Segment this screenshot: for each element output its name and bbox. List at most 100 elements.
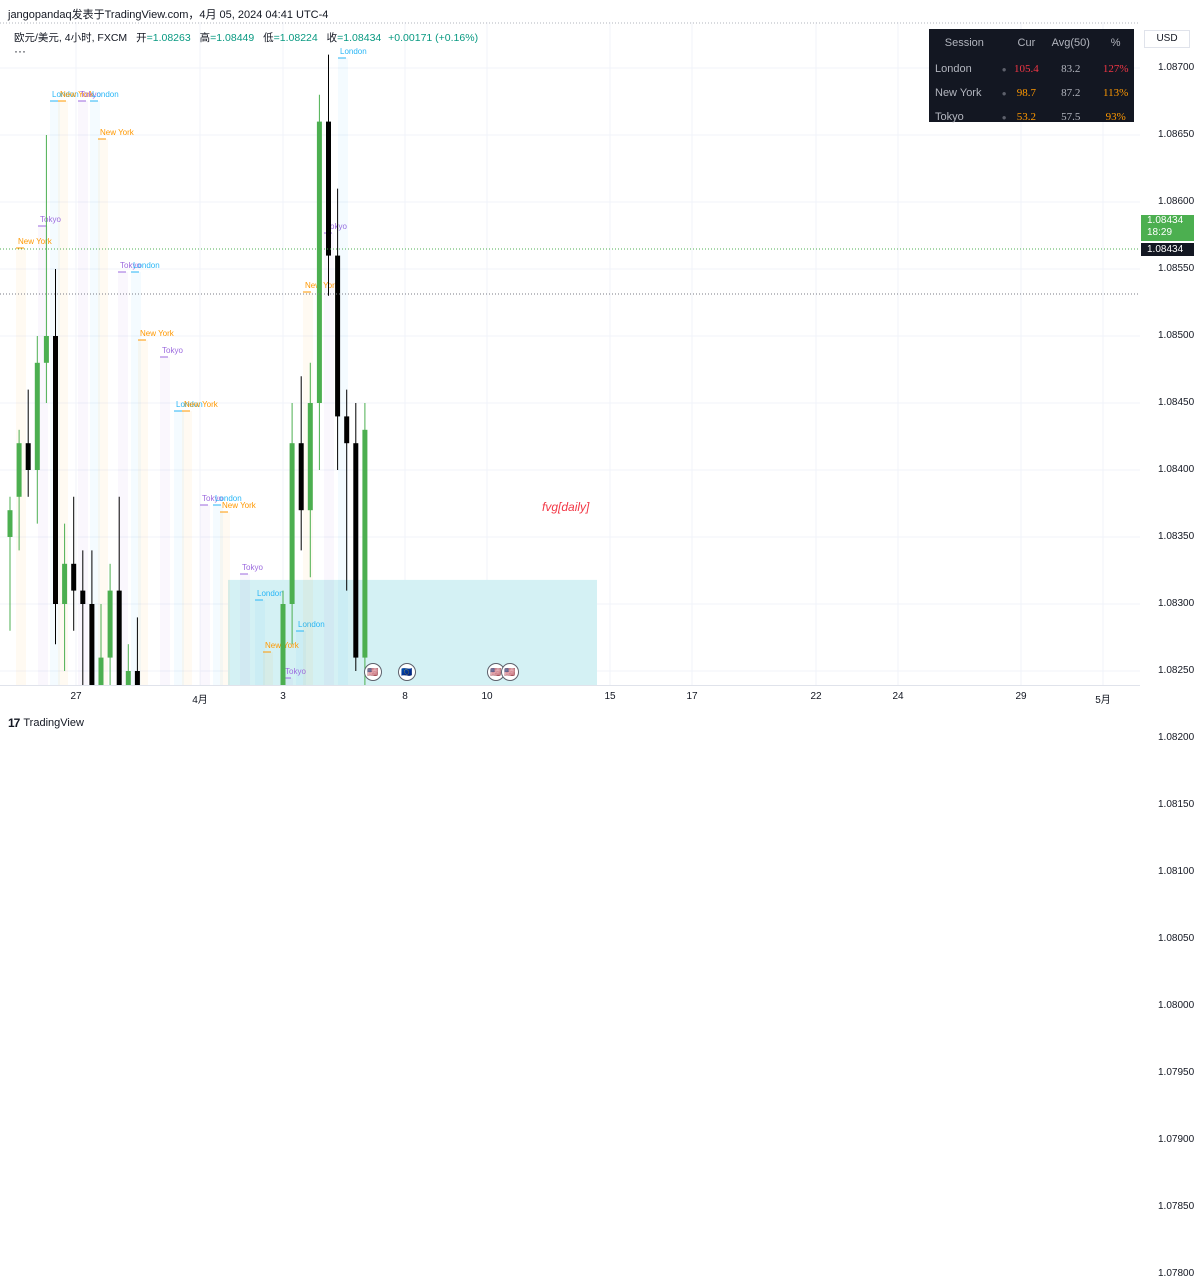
candle-up <box>307 403 313 511</box>
session-band <box>90 101 100 685</box>
price-tick-label: 1.08600 <box>1158 196 1195 207</box>
candle-up <box>289 443 295 604</box>
session-band <box>200 505 210 685</box>
price-tick-label: 1.08550 <box>1158 263 1195 274</box>
price-tick-label: 1.07850 <box>1158 1201 1195 1212</box>
session-band <box>58 101 68 685</box>
time-tick-label: 5月 <box>1095 695 1111 706</box>
price-tick-label: 1.08650 <box>1158 129 1195 140</box>
currency-selector[interactable]: USD <box>1144 30 1190 48</box>
candle-up <box>316 121 322 403</box>
candle-down <box>80 590 86 604</box>
session-label: Tokyo <box>162 346 183 355</box>
session-band <box>324 233 334 685</box>
change-value: +0.00171 (+0.16%) <box>388 32 479 44</box>
session-band <box>160 357 170 685</box>
more-options-icon[interactable]: ··· <box>14 44 26 58</box>
candle-up <box>34 362 40 470</box>
candle-down <box>89 604 95 685</box>
time-tick-label: 15 <box>604 691 616 702</box>
candle-up <box>43 336 49 363</box>
session-label: Tokyo <box>285 667 306 676</box>
price-tick-label: 1.07900 <box>1158 1134 1195 1145</box>
session-band <box>283 678 293 685</box>
fvg-label: fvg[daily] <box>542 500 590 514</box>
session-stats-table: Session Cur Avg(50) % London ● 105.4 83.… <box>929 29 1134 123</box>
open-value: =1.08263 <box>146 32 191 44</box>
session-label: New York <box>140 329 175 338</box>
session-band <box>98 139 108 685</box>
session-label: London <box>298 620 325 629</box>
session-name: London <box>935 63 972 75</box>
session-band <box>78 101 88 685</box>
candle-down <box>326 121 331 256</box>
time-tick-label: 10 <box>481 691 493 702</box>
session-label: New York <box>305 281 340 290</box>
tradingview-logo[interactable]: 17 TradingView <box>8 716 84 730</box>
session-label: New York <box>222 501 257 510</box>
low-label: 低 <box>263 32 274 44</box>
session-band <box>255 600 265 685</box>
dot-icon: ● <box>1001 64 1007 74</box>
session-label: London <box>176 400 203 409</box>
high-label: 高 <box>199 32 211 44</box>
session-band <box>118 272 128 685</box>
candle-down <box>71 563 77 591</box>
candle-up <box>98 657 104 685</box>
session-band <box>296 631 306 685</box>
close-value: =1.08434 <box>337 32 382 44</box>
session-band <box>131 272 141 685</box>
high-value: =1.08449 <box>210 32 255 44</box>
us-flag-icon[interactable]: 🇺🇸 <box>364 663 382 681</box>
time-tick-label: 17 <box>686 691 698 702</box>
price-tick-label: 1.08350 <box>1158 531 1195 542</box>
session-pct: 93% <box>1105 111 1126 123</box>
col-header-cur: Cur <box>1017 37 1036 49</box>
dot-icon: ● <box>1001 112 1007 122</box>
symbol-name[interactable]: 欧元/美元, 4小时, FXCM <box>14 32 128 44</box>
col-header-pct: % <box>1110 37 1121 49</box>
chart-header: jangopandaq发表于TradingView.com，4月 05, 202… <box>0 0 1200 22</box>
session-band <box>38 226 48 685</box>
time-tick-label: 27 <box>70 691 82 702</box>
candle-up <box>125 671 131 685</box>
open-label: 开 <box>136 32 147 44</box>
time-axis[interactable]: 27 4月 3 8 10 15 17 22 24 29 5月 <box>0 685 1140 706</box>
session-label: Tokyo <box>202 494 223 503</box>
time-tick-label: 22 <box>810 691 822 702</box>
candle-down <box>53 336 58 604</box>
candle-down <box>116 590 122 685</box>
session-label: New York <box>18 237 53 246</box>
price-tick-label: 1.08050 <box>1158 933 1195 944</box>
price-tick-label: 1.07950 <box>1158 1067 1195 1078</box>
eu-flag-icon[interactable]: 🇪🇺 <box>398 663 416 681</box>
session-name: New York <box>935 87 982 99</box>
price-tick-label: 1.08450 <box>1158 397 1195 408</box>
footer: 17 TradingView <box>0 710 400 735</box>
session-avg: 83.2 <box>1061 63 1081 75</box>
price-tick-label: 1.07800 <box>1158 1268 1195 1279</box>
session-label: New York <box>60 90 95 99</box>
session-band <box>338 58 348 685</box>
session-band <box>213 505 223 685</box>
current-price-label: 1.08434 18:29 <box>1141 215 1194 241</box>
price-axis[interactable]: 1.08700 1.08650 1.08600 1.08550 1.08500 1.084… <box>1140 22 1200 1279</box>
session-pct: 113% <box>1103 87 1129 99</box>
price-tick-label: 1.08000 <box>1158 1000 1195 1011</box>
session-cur: 98.7 <box>1016 87 1037 99</box>
time-tick-label: 24 <box>892 691 904 702</box>
session-pct: 127% <box>1102 63 1129 75</box>
price-tick-label: 1.08250 <box>1158 665 1195 676</box>
candle-up <box>362 429 368 658</box>
candle-down <box>25 443 31 470</box>
us-flag-icon[interactable]: 🇺🇸 <box>501 663 519 681</box>
session-label: London <box>257 589 284 598</box>
session-band <box>182 411 192 685</box>
tradingview-logo-icon: 17 <box>8 716 20 730</box>
bar-countdown: 18:29 <box>1147 227 1173 238</box>
session-label: London <box>92 90 119 99</box>
last-price-label: 1.08434 <box>1141 243 1194 256</box>
candle-up <box>62 563 68 604</box>
session-cur: 53.2 <box>1016 111 1037 123</box>
